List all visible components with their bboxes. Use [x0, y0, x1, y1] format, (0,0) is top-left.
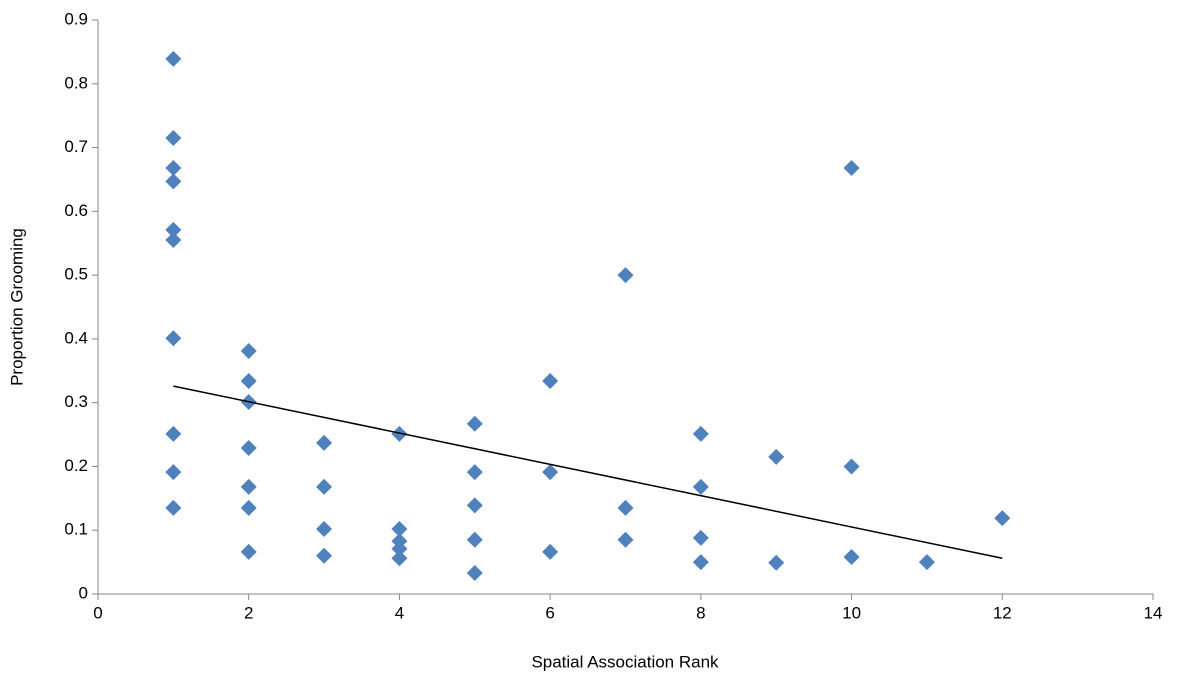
point — [165, 159, 182, 176]
y-tick-label: 0.1 — [64, 520, 88, 539]
point — [240, 439, 257, 456]
point — [240, 499, 257, 516]
point — [165, 173, 182, 190]
y-tick-label: 0.3 — [64, 392, 88, 411]
point — [843, 549, 860, 566]
y-tick-label: 0.4 — [64, 328, 88, 347]
point — [165, 50, 182, 67]
x-tick-label: 0 — [93, 603, 102, 622]
point — [542, 464, 559, 481]
point — [165, 330, 182, 347]
y-tick-label: 0.8 — [64, 73, 88, 92]
point — [843, 458, 860, 475]
point — [240, 478, 257, 495]
point — [843, 159, 860, 176]
x-tick-label: 8 — [696, 603, 705, 622]
point — [316, 520, 333, 537]
y-tick-label: 0 — [79, 583, 88, 602]
trendline — [173, 385, 1003, 560]
point — [240, 343, 257, 360]
point — [165, 221, 182, 238]
point — [165, 464, 182, 481]
point — [692, 425, 709, 442]
point — [466, 564, 483, 581]
point — [466, 415, 483, 432]
point — [994, 510, 1011, 527]
x-tick-label: 6 — [545, 603, 554, 622]
y-tick-label: 0.9 — [64, 9, 88, 28]
point — [316, 434, 333, 451]
point — [165, 232, 182, 249]
x-tick-label: 10 — [842, 603, 861, 622]
point — [165, 425, 182, 442]
point — [466, 497, 483, 514]
point — [768, 554, 785, 571]
point — [391, 540, 408, 557]
point — [692, 554, 709, 571]
x-tick-label: 14 — [1144, 603, 1163, 622]
point — [391, 520, 408, 537]
point — [240, 372, 257, 389]
point — [391, 550, 408, 567]
point — [240, 543, 257, 560]
x-tick-label: 2 — [244, 603, 253, 622]
x-tick-label: 12 — [993, 603, 1012, 622]
point — [165, 129, 182, 146]
point — [466, 531, 483, 548]
y-tick-label: 0.5 — [64, 265, 88, 284]
point — [692, 529, 709, 546]
y-tick-label: 0.6 — [64, 201, 88, 220]
point — [466, 464, 483, 481]
y-axis-label: Proportion Grooming — [7, 228, 26, 386]
x-tick-label: 4 — [395, 603, 404, 622]
point — [316, 478, 333, 495]
point — [617, 499, 634, 516]
point — [316, 547, 333, 564]
point — [391, 425, 408, 442]
y-tick-label: 0.2 — [64, 456, 88, 475]
point — [165, 499, 182, 516]
y-tick-label: 0.7 — [64, 137, 88, 156]
point — [617, 531, 634, 548]
point — [918, 554, 935, 571]
x-axis-label: Spatial Association Rank — [531, 652, 719, 671]
point — [617, 267, 634, 284]
point — [768, 448, 785, 465]
point — [692, 478, 709, 495]
point — [542, 543, 559, 560]
point — [542, 372, 559, 389]
